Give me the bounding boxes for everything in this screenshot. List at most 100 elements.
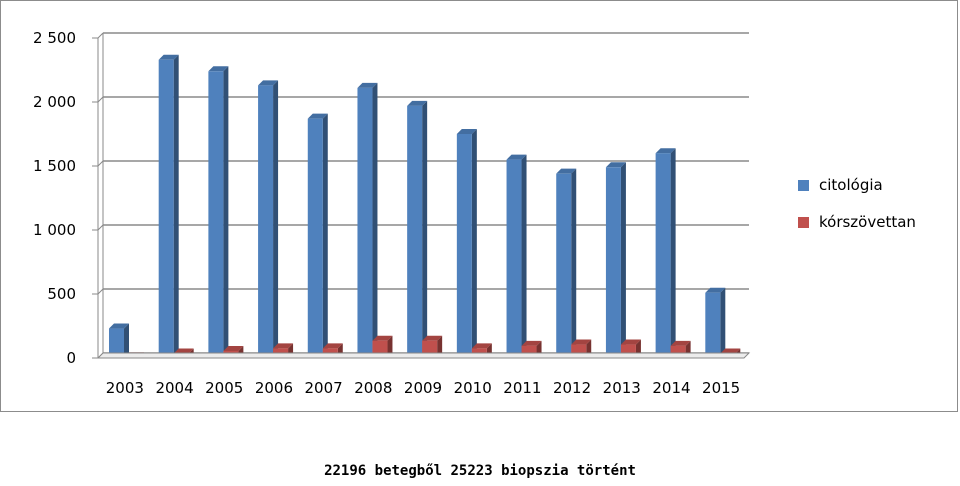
x-tick-label: 2014 [652, 379, 690, 397]
bar-side [387, 335, 393, 358]
gridline-depth [97, 160, 104, 167]
bar-top [307, 113, 328, 119]
bar-top [258, 80, 279, 86]
y-tick-label: 1 000 [33, 221, 76, 239]
bar-top [158, 54, 179, 60]
bar-front [158, 59, 174, 358]
bar-top [620, 339, 641, 345]
bar-front [258, 85, 274, 359]
bar-top [705, 287, 726, 293]
bar-citologia-2006 [258, 80, 279, 359]
y-tick-label: 500 [47, 285, 76, 303]
bar-side [422, 100, 428, 358]
x-tick-label: 2004 [155, 379, 193, 397]
bar-citologia-2010 [456, 129, 477, 358]
legend-label: citológia [819, 176, 883, 194]
bar-citologia-2007 [307, 113, 328, 358]
bar-top [521, 340, 542, 346]
bar-citologia-2004 [158, 54, 179, 358]
y-tick-label: 2 000 [33, 93, 76, 111]
bar-top [720, 348, 741, 354]
x-tick-label: 2005 [205, 379, 243, 397]
x-tick-label: 2003 [106, 379, 144, 397]
x-tick-label: 2013 [603, 379, 641, 397]
bar-side [273, 80, 279, 359]
bar-side [437, 335, 443, 358]
bar-top [109, 323, 129, 329]
bar-front [357, 87, 373, 359]
bar-top [456, 129, 477, 134]
bar-top [422, 335, 443, 341]
bar-front [456, 134, 472, 358]
bar-top [670, 340, 691, 346]
x-tick-label: 2011 [503, 379, 541, 397]
bar-front [407, 105, 423, 358]
bar-front [307, 118, 323, 358]
chart-floor [96, 352, 751, 359]
bar-side [322, 113, 328, 358]
bar-top [357, 82, 378, 88]
bar-side [620, 162, 626, 358]
bar-citologia-2008 [357, 82, 378, 359]
bars [109, 54, 741, 359]
bar-front [705, 292, 721, 358]
bar-top [407, 100, 428, 106]
bar-front [605, 167, 621, 358]
bar-front [109, 328, 124, 358]
bar-top [223, 345, 244, 351]
bar-side [372, 82, 378, 359]
x-tick-label: 2009 [404, 379, 442, 397]
bar-top [655, 148, 676, 154]
gridline-depth [97, 96, 104, 103]
x-tick-label: 2012 [553, 379, 591, 397]
bar-top [273, 343, 294, 349]
bar-top [571, 339, 592, 345]
legend-swatch [798, 217, 809, 228]
legend-swatch [798, 180, 809, 191]
bar-citologia-2003 [109, 323, 129, 358]
gridline-depth [97, 224, 104, 231]
legend-label: kórszövettan [819, 213, 916, 231]
legend: citológia kórszövettan [798, 176, 916, 231]
bar-top [471, 343, 492, 349]
x-tick-label: 2007 [305, 379, 343, 397]
bar-front [208, 71, 224, 358]
bar-side [471, 129, 477, 358]
bar-top [208, 66, 229, 72]
bar-front [556, 173, 572, 358]
bar-top [322, 343, 343, 349]
bar-side [571, 168, 577, 358]
bar-top [506, 154, 527, 160]
bar-top [173, 348, 194, 354]
x-tick-label: 2010 [454, 379, 492, 397]
bar-front [506, 159, 522, 358]
x-tick-label: 2015 [702, 379, 740, 397]
bar-citologia-2005 [208, 66, 229, 358]
gridline-depth [97, 32, 104, 39]
axes: 0 500 1 000 1 500 2 000 2 500 2003 2004 2005 2006… [33, 29, 751, 397]
bar-side [720, 287, 726, 358]
bar-citologia-2009 [407, 100, 428, 358]
bar-citologia-2011 [506, 154, 527, 358]
chart-caption: 22196 betegből 25223 biopszia történt [324, 463, 636, 479]
bar-front [655, 153, 671, 358]
bar-citologia-2012 [556, 168, 577, 358]
bar-citologia-2013 [605, 162, 626, 358]
bar-top [605, 162, 626, 168]
bar-side [521, 154, 527, 358]
bar-side [173, 54, 179, 358]
bar-side [223, 66, 229, 358]
bar-citologia-2014 [655, 148, 676, 358]
y-tick-label: 2 500 [33, 29, 76, 47]
bar-top [372, 335, 393, 341]
bar-top [556, 168, 577, 174]
bar-side [124, 323, 129, 358]
y-tick-label: 1 500 [33, 157, 76, 175]
gridline-depth [97, 288, 104, 295]
x-tick-label: 2006 [255, 379, 293, 397]
x-tick-label: 2008 [354, 379, 392, 397]
bar-chart: 0 500 1 000 1 500 2 000 2 500 2003 2004 2005 2006… [33, 29, 916, 397]
bar-citologia-2015 [705, 287, 726, 358]
y-tick-label: 0 [66, 349, 76, 367]
bar-side [670, 148, 676, 358]
